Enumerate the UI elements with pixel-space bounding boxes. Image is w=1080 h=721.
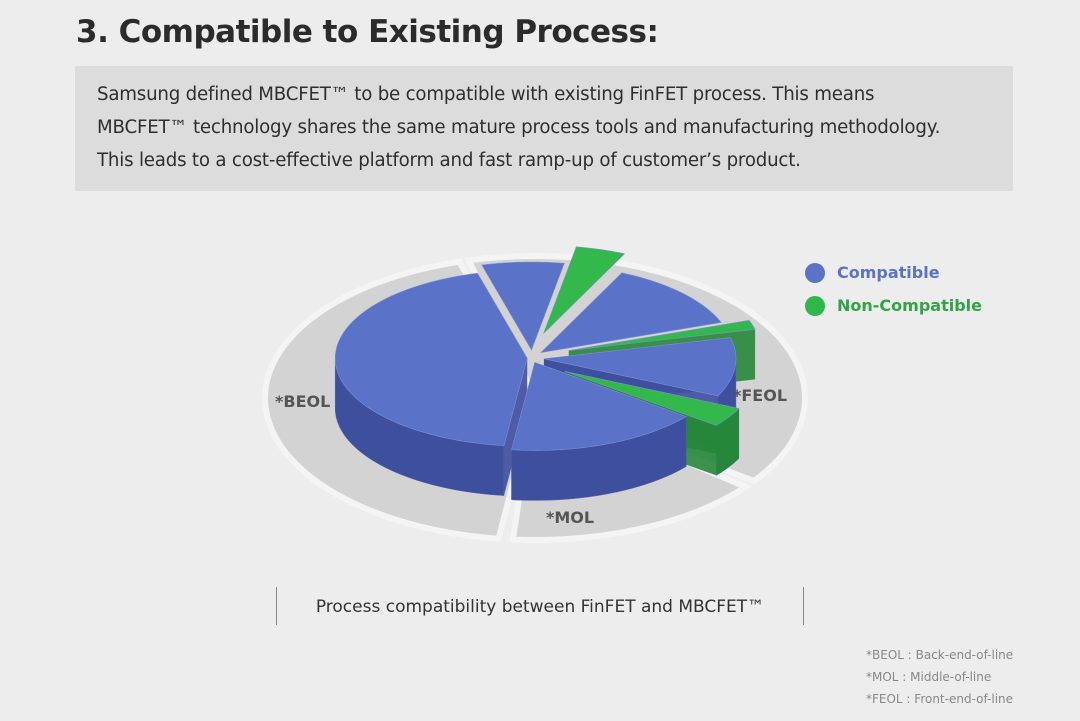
legend-dot-icon [805,262,825,283]
pie-slice-compatible [511,362,687,451]
group-label-beol: *BEOL [275,392,331,411]
legend-label: Non-Compatible [837,296,982,315]
legend-item-compatible: Compatible [805,256,982,289]
description-box: Samsung defined MBCFET™ to be compatible… [75,66,1013,191]
pie-slice-compatible [481,261,565,351]
pie-slice-non-compatible [543,246,626,334]
legend-item-non-compatible: Non-Compatible [805,289,982,322]
pie-slice-non-compatible [564,371,740,426]
footnote: *FEOL : Front-end-of-line [866,692,1014,706]
description-line: MBCFET™ technology shares the same matur… [97,117,941,138]
pie-slice-compatible [539,272,722,354]
page-title: 3. Compatible to Existing Process: [76,14,659,50]
footnotes: *BEOL : Back-end-of-line *MOL : Middle-o… [866,644,1013,710]
chart-legend: Compatible Non-Compatible [805,256,982,322]
description-line: Samsung defined MBCFET™ to be compatible… [97,84,875,105]
legend-label: Compatible [837,263,940,282]
footnote: *MOL : Middle-of-line [866,670,992,684]
pie-slice-compatible [334,272,528,446]
pie-slice-non-compatible [568,320,756,351]
group-label-mol: *MOL [546,508,595,527]
pie-slice-cut-face [503,358,528,496]
legend-dot-icon [805,295,825,316]
description-line: This leads to a cost-effective platform … [97,150,801,171]
pie-slice-compatible [543,337,737,397]
chart-caption: Process compatibility between FinFET and… [276,587,804,625]
footnote: *BEOL : Back-end-of-line [866,648,1014,662]
group-label-feol: *FEOL [733,386,788,405]
